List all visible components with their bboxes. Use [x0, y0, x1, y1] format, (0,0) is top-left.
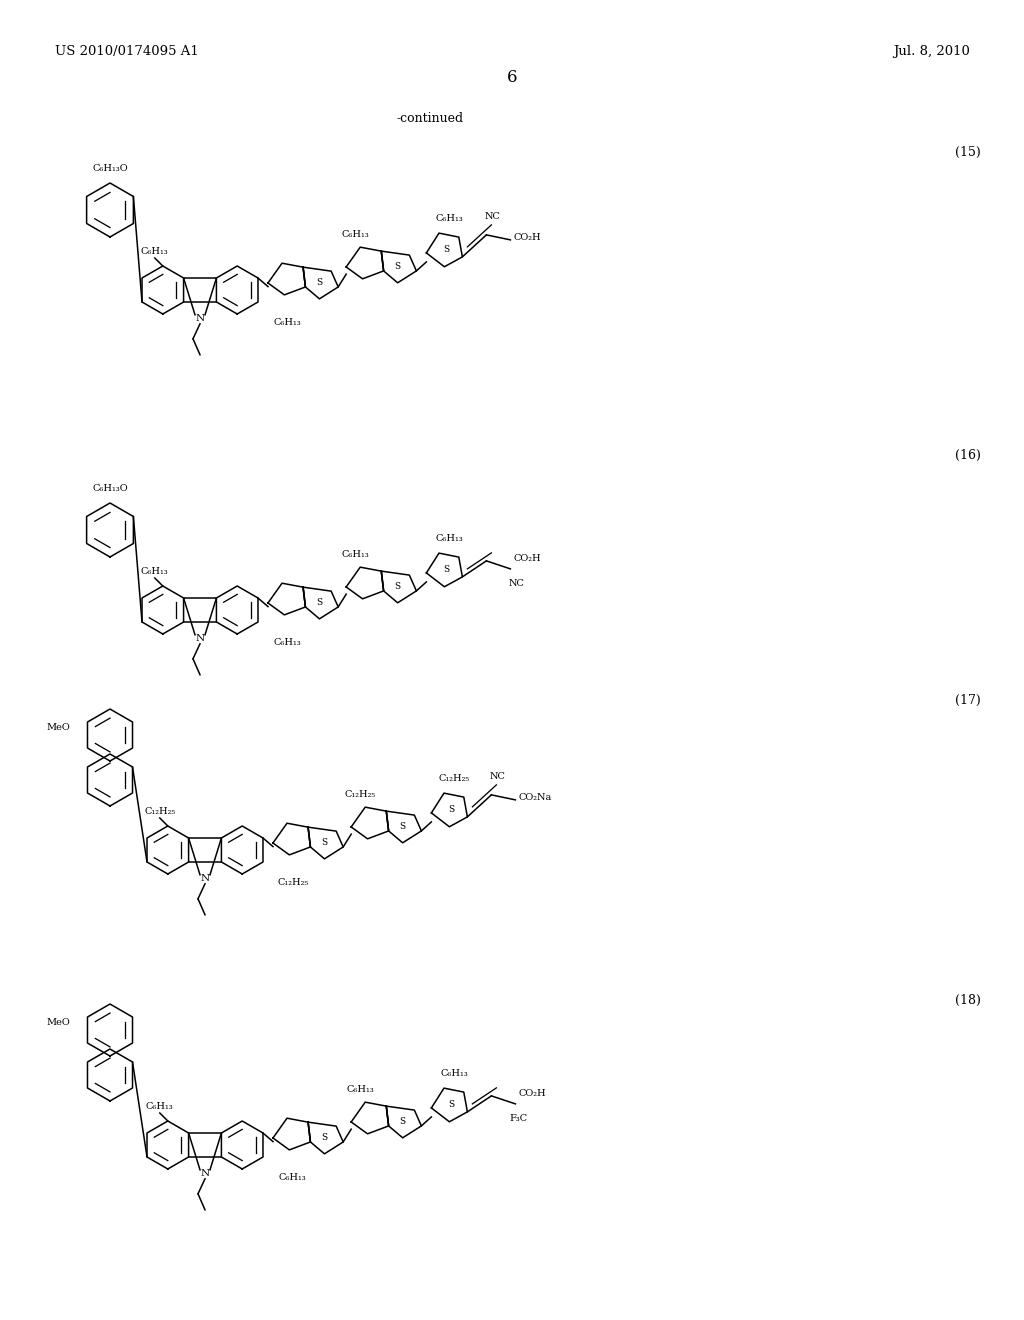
- Text: N: N: [201, 1170, 210, 1179]
- Text: C₁₂H₂₅: C₁₂H₂₅: [344, 789, 376, 799]
- Text: (15): (15): [955, 145, 981, 158]
- Text: MeO: MeO: [46, 1018, 70, 1027]
- Text: C₁₂H₂₅: C₁₂H₂₅: [144, 807, 175, 816]
- Text: S: S: [316, 598, 323, 607]
- Text: NC: NC: [484, 213, 501, 220]
- Text: (17): (17): [955, 693, 981, 706]
- Text: C₁₂H₂₅: C₁₂H₂₅: [438, 774, 470, 783]
- Text: CO₂H: CO₂H: [518, 1089, 546, 1098]
- Text: C₆H₁₃: C₆H₁₃: [435, 535, 463, 543]
- Text: S: S: [449, 805, 455, 814]
- Text: S: S: [449, 1100, 455, 1109]
- Text: S: S: [322, 1133, 328, 1142]
- Text: C₆H₁₃: C₆H₁₃: [273, 638, 302, 647]
- Text: C₁₂H₂₅: C₁₂H₂₅: [278, 878, 308, 887]
- Text: C₆H₁₃: C₆H₁₃: [273, 318, 302, 327]
- Text: N: N: [201, 874, 210, 883]
- Text: C₆H₁₃: C₆H₁₃: [435, 214, 463, 223]
- Text: C₆H₁₃O: C₆H₁₃O: [92, 484, 128, 492]
- Text: C₆H₁₃O: C₆H₁₃O: [92, 164, 128, 173]
- Text: C₆H₁₃: C₆H₁₃: [341, 550, 369, 558]
- Text: F₃C: F₃C: [509, 1114, 527, 1123]
- Text: Jul. 8, 2010: Jul. 8, 2010: [893, 45, 970, 58]
- Text: MeO: MeO: [46, 722, 70, 731]
- Text: CO₂H: CO₂H: [513, 554, 541, 564]
- Text: S: S: [443, 565, 450, 574]
- Text: CO₂Na: CO₂Na: [518, 793, 552, 803]
- Text: S: S: [394, 261, 400, 271]
- Text: CO₂H: CO₂H: [513, 234, 541, 243]
- Text: (18): (18): [955, 994, 981, 1006]
- Text: S: S: [399, 821, 406, 830]
- Text: (16): (16): [955, 449, 981, 462]
- Text: N: N: [196, 635, 205, 643]
- Text: C₆H₁₃: C₆H₁₃: [141, 568, 169, 576]
- Text: C₆H₁₃: C₆H₁₃: [346, 1085, 374, 1094]
- Text: S: S: [394, 582, 400, 590]
- Text: NC: NC: [508, 579, 524, 587]
- Text: C₆H₁₃: C₆H₁₃: [141, 247, 169, 256]
- Text: C₆H₁₃: C₆H₁₃: [279, 1173, 306, 1181]
- Text: S: S: [322, 838, 328, 846]
- Text: C₆H₁₃: C₆H₁₃: [146, 1102, 174, 1111]
- Text: S: S: [316, 277, 323, 286]
- Text: NC: NC: [489, 772, 505, 781]
- Text: US 2010/0174095 A1: US 2010/0174095 A1: [55, 45, 199, 58]
- Text: S: S: [443, 244, 450, 253]
- Text: S: S: [399, 1117, 406, 1126]
- Text: -continued: -continued: [396, 111, 464, 124]
- Text: 6: 6: [507, 70, 517, 87]
- Text: C₆H₁₃: C₆H₁₃: [341, 230, 369, 239]
- Text: C₆H₁₃: C₆H₁₃: [440, 1069, 468, 1078]
- Text: N: N: [196, 314, 205, 323]
